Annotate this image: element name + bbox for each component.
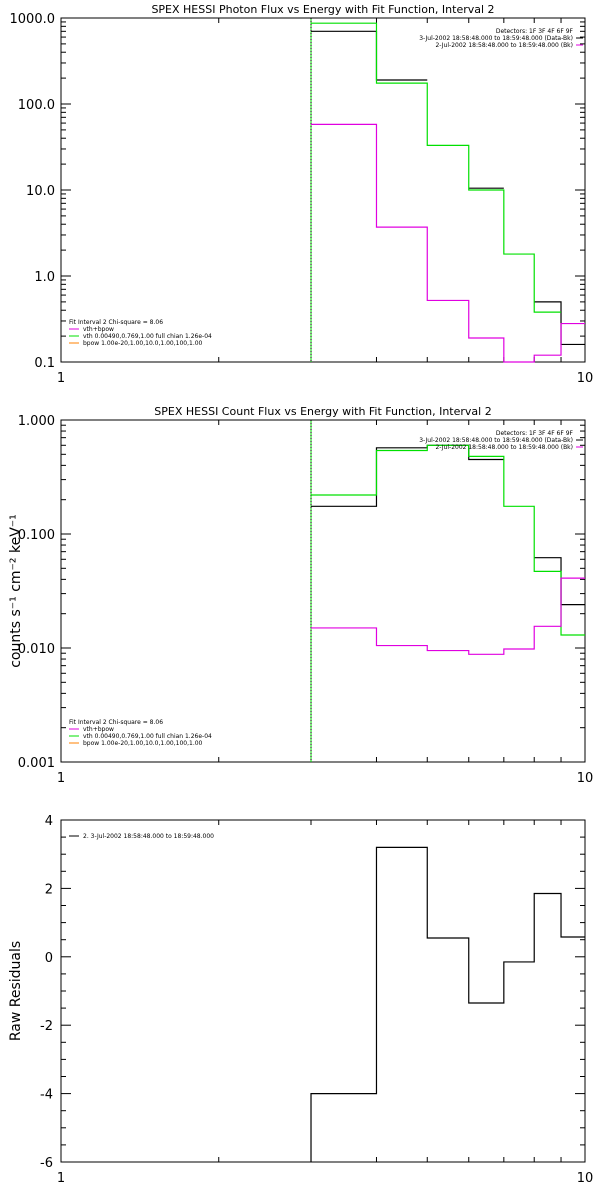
y-tick-label: 0.1 [34,356,55,371]
legend-left-entry: vth+bpow [83,726,114,733]
legend-left-entry: bpow 1.00e-20,1.00,10.0,1.00,100,1.00 [83,740,203,747]
legend-left-entry: bpow 1.00e-20,1.00,10.0,1.00,100,1.00 [83,340,203,347]
chart-title: SPEX HESSI Photon Flux vs Energy with Fi… [151,3,494,16]
chart-panel-1: SPEX HESSI Photon Flux vs Energy with Fi… [10,3,594,386]
legend-left-entry: vth 0.00490,0.769,1.00 full chian 1.26e-… [83,333,212,340]
legend-left-entry: Fit Interval 2 Chi-square = 8.06 [69,319,163,326]
y-tick-label: 1.0 [34,270,55,285]
x-tick-label: 1 [57,1171,65,1186]
y-axis-label: Raw Residuals [8,941,24,1041]
plot-frame [60,419,586,763]
legend-left-entry: vth+bpow [83,326,114,333]
legend-right-entry: 2-Jul-2002 18:58:48.000 to 18:59:48.000 … [435,444,573,451]
x-tick-label: 10 [577,371,594,386]
series-vth [311,577,585,655]
legend-left-entry: 2. 3-Jul-2002 18:58:48.000 to 18:59:48.0… [83,833,214,840]
series-data [310,846,585,1162]
legend-right-entry: 3-Jul-2002 18:58:48.000 to 18:59:48.000 … [419,35,573,42]
y-tick-label: -6 [40,1156,53,1171]
chart-panel-3: 1 10 -6 -4 -2 0 2 4 Raw Residuals 2. 3-Jul-2002 1… [8,814,593,1186]
series-vth [311,123,585,363]
chart-panel-2: SPEX HESSI Count Flux vs Energy with Fit… [8,405,593,786]
series-data [311,444,585,606]
legend-right-entry: Detectors: 1F 3F 4F 6F 9F [496,28,574,35]
series-total [311,444,585,636]
chart-title: SPEX HESSI Count Flux vs Energy with Fit… [154,405,491,418]
plot-frame [60,17,586,363]
legend-right-entry: Detectors: 1F 3F 4F 6F 9F [496,430,574,437]
legend-left-entry: Fit Interval 2 Chi-square = 8.06 [69,719,163,726]
y-tick-label: 1.000 [18,414,55,429]
y-tick-label: 2 [45,882,53,897]
y-tick-label: 0.010 [18,642,55,657]
plot-frame [60,819,586,1163]
y-tick-label: 0 [45,951,53,966]
series-total [311,22,562,313]
y-tick-label: 4 [45,814,53,829]
x-tick-label: 1 [57,771,65,786]
y-axis-label: counts s⁻¹ cm⁻² keV⁻¹ [8,514,24,668]
y-tick-label: -4 [40,1088,53,1103]
y-tick-label: 0.100 [18,528,55,543]
y-tick-label: 10.0 [26,184,55,199]
x-tick-label: 1 [57,371,65,386]
series-data [311,30,585,346]
y-tick-label: 1000.0 [10,12,56,27]
y-tick-label: 100.0 [18,98,55,113]
legend-right-entry: 3-Jul-2002 18:58:48.000 to 18:59:48.000 … [419,437,573,444]
y-tick-label: -2 [40,1019,53,1034]
legend-right-entry: 2-Jul-2002 18:58:48.000 to 18:59:48.000 … [435,42,573,49]
legend-left-entry: vth 0.00490,0.769,1.00 full chian 1.26e-… [83,733,212,740]
x-tick-label: 10 [577,1171,594,1186]
x-tick-label: 10 [577,771,594,786]
y-tick-label: 0.001 [18,756,55,771]
